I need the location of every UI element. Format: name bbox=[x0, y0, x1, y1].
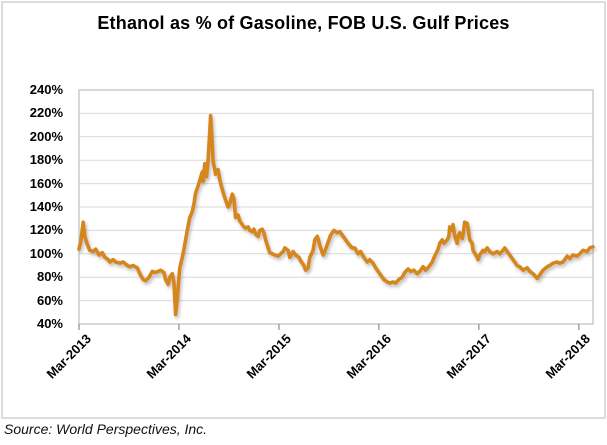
y-axis-tick-label: 80% bbox=[36, 269, 63, 285]
plot-border bbox=[78, 89, 594, 325]
y-axis-tick-label: 100% bbox=[29, 245, 63, 261]
y-axis-tick-label: 40% bbox=[36, 316, 63, 331]
y-axis-tick-label: 140% bbox=[29, 199, 63, 214]
ethanol-percent-line-series bbox=[77, 113, 595, 317]
y-axis-tick-label: 180% bbox=[29, 152, 63, 168]
y-axis-tick-label: 200% bbox=[29, 128, 63, 144]
y-axis-tick-label: 120% bbox=[29, 222, 63, 238]
y-axis-tick-label: 60% bbox=[36, 292, 63, 308]
figure-border bbox=[1, 1, 606, 419]
source-note: Source: World Perspectives, Inc. bbox=[4, 421, 208, 437]
y-axis-tick-label: 240% bbox=[29, 82, 63, 97]
y-axis-tick-label: 160% bbox=[29, 175, 63, 191]
y-axis-tick-label: 220% bbox=[29, 105, 63, 121]
chart-title: Ethanol as % of Gasoline, FOB U.S. Gulf … bbox=[97, 13, 510, 33]
